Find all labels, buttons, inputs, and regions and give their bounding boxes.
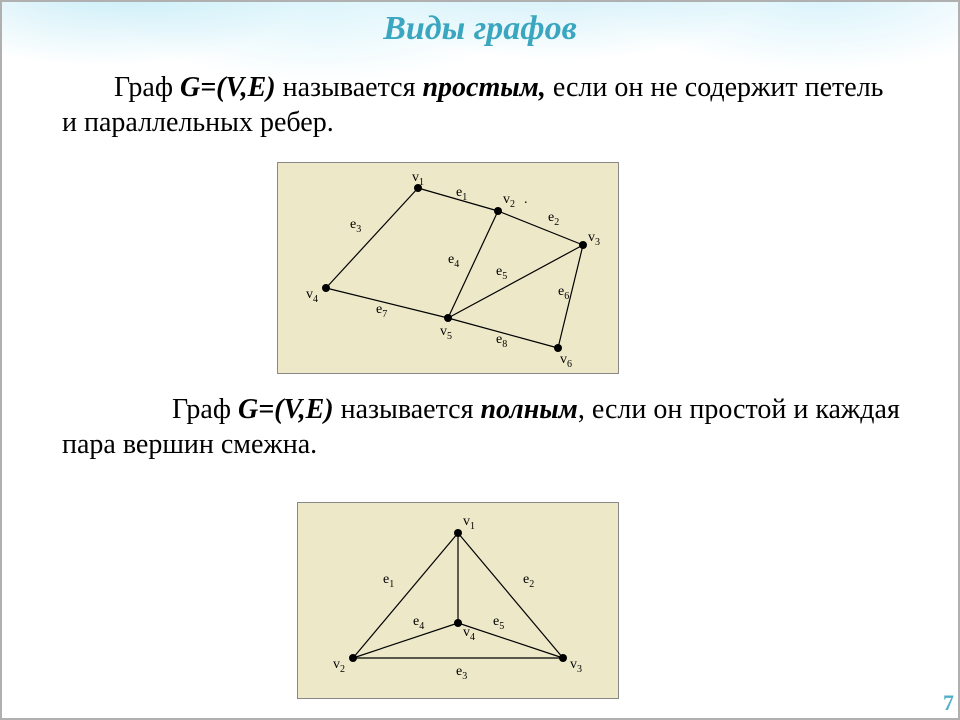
p2-strong: полным xyxy=(480,394,577,425)
svg-text:v3: v3 xyxy=(570,657,582,675)
paragraph-2: Граф G=(V,E) называется полным, если он … xyxy=(62,392,902,462)
page-number: 7 xyxy=(943,690,954,716)
p1-strong: простым, xyxy=(422,72,545,103)
svg-text:e8: e8 xyxy=(496,332,507,350)
diagram-complete-graph: e1e2e3e4e5v1v2v3v4 xyxy=(297,502,619,699)
svg-text:e6: e6 xyxy=(558,284,569,302)
svg-text:e4: e4 xyxy=(448,252,459,270)
svg-text:v2: v2 xyxy=(333,657,345,675)
diagram-simple-graph: e1e2e3e4e5e6e7e8v1v2.v3v4v5v6 xyxy=(277,162,619,374)
svg-text:.: . xyxy=(524,192,528,207)
diagram-2-svg: e1e2e3e4e5v1v2v3v4 xyxy=(298,503,618,698)
svg-text:e4: e4 xyxy=(413,614,424,632)
p1-eq: G=(V,E) xyxy=(180,72,276,103)
svg-text:v1: v1 xyxy=(463,514,475,532)
paragraph-1: Граф G=(V,E) называется простым, если он… xyxy=(62,70,902,140)
svg-text:v5: v5 xyxy=(440,324,452,342)
svg-text:e5: e5 xyxy=(493,614,504,632)
svg-text:e5: e5 xyxy=(496,264,507,282)
svg-text:e3: e3 xyxy=(350,217,361,235)
p1-pre: Граф xyxy=(114,72,180,103)
diagram-1-svg: e1e2e3e4e5e6e7e8v1v2.v3v4v5v6 xyxy=(278,163,618,373)
slide-title: Виды графов xyxy=(2,10,958,48)
slide: Виды графов Граф G=(V,E) называется прос… xyxy=(0,0,960,720)
svg-text:e7: e7 xyxy=(376,302,387,320)
p2-eq: G=(V,E) xyxy=(238,394,334,425)
p2-mid: называется xyxy=(334,394,481,425)
svg-text:v2: v2 xyxy=(503,192,515,210)
svg-text:e2: e2 xyxy=(523,572,534,590)
p2-pre: Граф xyxy=(172,394,238,425)
svg-text:v3: v3 xyxy=(588,230,600,248)
svg-text:v6: v6 xyxy=(560,352,572,370)
svg-text:e2: e2 xyxy=(548,210,559,228)
p1-mid: называется xyxy=(276,72,423,103)
svg-text:e1: e1 xyxy=(456,185,467,203)
svg-text:v4: v4 xyxy=(306,287,318,305)
svg-text:e1: e1 xyxy=(383,572,394,590)
svg-text:e3: e3 xyxy=(456,664,467,682)
